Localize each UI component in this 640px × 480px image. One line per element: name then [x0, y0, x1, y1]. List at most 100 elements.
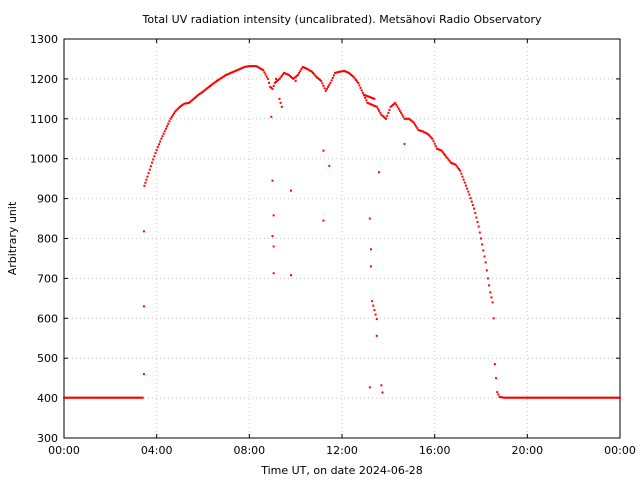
- data-point: [433, 142, 436, 145]
- data-point: [72, 396, 75, 399]
- data-point: [572, 396, 575, 399]
- data-point: [178, 105, 181, 108]
- data-point: [218, 78, 221, 81]
- data-point: [394, 101, 397, 104]
- data-point: [483, 255, 486, 258]
- data-point: [439, 149, 442, 152]
- data-point: [126, 396, 129, 399]
- data-point: [540, 396, 543, 399]
- data-point: [130, 396, 133, 399]
- data-point: [404, 117, 407, 120]
- data-point: [308, 69, 311, 72]
- x-tick-label: 00:00: [48, 444, 80, 457]
- data-point: [196, 94, 199, 97]
- data-point: [295, 74, 298, 77]
- data-point: [413, 123, 416, 126]
- data-point: [155, 148, 158, 151]
- data-point: [83, 396, 86, 399]
- data-point: [252, 65, 255, 68]
- data-point: [446, 157, 449, 160]
- data-point: [470, 200, 473, 203]
- data-point: [330, 79, 333, 82]
- data-point: [605, 396, 608, 399]
- y-tick-label: 300: [37, 432, 58, 445]
- data-point: [606, 396, 609, 399]
- data-point: [581, 396, 584, 399]
- data-point: [371, 103, 374, 106]
- data-point: [266, 77, 269, 80]
- data-point: [453, 163, 456, 166]
- data-point: [113, 396, 116, 399]
- data-point: [185, 102, 188, 105]
- data-point: [456, 166, 459, 169]
- data-point: [499, 396, 502, 399]
- data-point: [246, 65, 249, 68]
- data-point: [142, 305, 145, 308]
- data-point: [228, 72, 231, 75]
- data-point: [511, 396, 514, 399]
- data-point: [367, 102, 370, 105]
- data-point: [98, 396, 101, 399]
- data-point: [176, 108, 179, 111]
- data-point: [459, 169, 462, 172]
- y-tick-label: 900: [37, 193, 58, 206]
- data-point: [119, 396, 122, 399]
- data-point: [277, 78, 280, 81]
- data-point: [315, 75, 318, 78]
- y-tick-label: 1200: [30, 73, 58, 86]
- data-point: [519, 396, 522, 399]
- data-point: [225, 73, 228, 76]
- data-point: [537, 396, 540, 399]
- data-point: [173, 112, 176, 115]
- data-point: [550, 396, 553, 399]
- data-point: [157, 143, 160, 146]
- data-point: [337, 71, 340, 74]
- data-point: [349, 72, 352, 75]
- data-point: [82, 396, 85, 399]
- data-points: [63, 65, 621, 399]
- data-point: [224, 74, 227, 77]
- data-point: [294, 75, 297, 78]
- data-point: [240, 67, 243, 70]
- data-point: [559, 396, 562, 399]
- data-point: [542, 396, 545, 399]
- data-point: [247, 65, 250, 68]
- data-point: [328, 164, 331, 167]
- data-point: [442, 152, 445, 155]
- data-point: [336, 71, 339, 74]
- y-axis-label: Arbitrary unit: [6, 201, 19, 275]
- data-point: [109, 396, 112, 399]
- data-point: [497, 393, 500, 396]
- data-point: [272, 245, 275, 248]
- data-point: [555, 396, 558, 399]
- data-point: [409, 118, 412, 121]
- data-point: [616, 396, 619, 399]
- data-point: [347, 71, 350, 74]
- data-point: [86, 396, 89, 399]
- data-point: [557, 396, 560, 399]
- data-point: [192, 97, 195, 100]
- data-point: [527, 396, 530, 399]
- data-point: [217, 79, 220, 82]
- data-point: [528, 396, 531, 399]
- data-point: [175, 109, 178, 112]
- data-point: [153, 155, 156, 158]
- data-point: [565, 396, 568, 399]
- data-point: [259, 67, 262, 70]
- data-point: [534, 396, 537, 399]
- data-point: [489, 291, 492, 294]
- data-point: [220, 76, 223, 79]
- data-point: [66, 396, 69, 399]
- data-point: [203, 89, 206, 92]
- data-point: [139, 396, 142, 399]
- data-point: [357, 81, 360, 84]
- data-point: [365, 94, 368, 97]
- data-point: [449, 161, 452, 164]
- data-point: [269, 85, 272, 88]
- data-point: [142, 373, 145, 376]
- data-point: [241, 66, 244, 69]
- data-point: [359, 86, 362, 89]
- data-point: [283, 71, 286, 74]
- data-point: [342, 70, 345, 73]
- data-point: [571, 396, 574, 399]
